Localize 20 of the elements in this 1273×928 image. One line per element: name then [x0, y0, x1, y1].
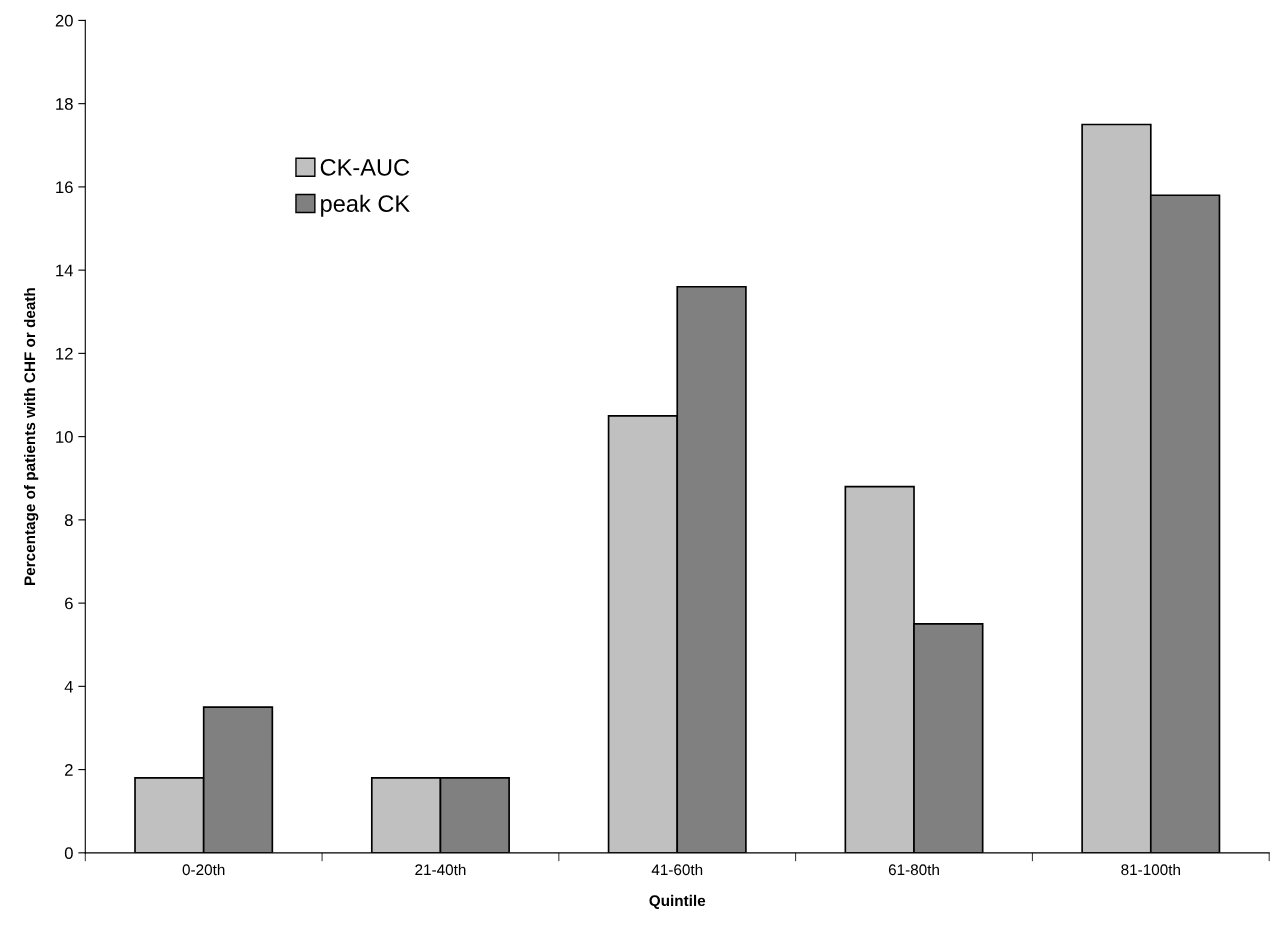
x-axis-title: Quintile — [649, 894, 706, 909]
legend-label: peak CK — [321, 194, 410, 217]
y-tick-label: 16 — [56, 181, 73, 194]
y-tick-label: 6 — [65, 597, 73, 610]
y-tick-label: 14 — [56, 264, 73, 277]
y-tick-label: 10 — [56, 431, 73, 443]
x-tick-label: 0-20th — [182, 863, 225, 876]
y-tick-label: 12 — [56, 347, 73, 360]
legend-label: CK-AUC — [320, 158, 410, 176]
x-tick-label: 21-40th — [415, 863, 466, 876]
x-tick-label: 81-100th — [1121, 863, 1180, 876]
y-tick-label: 2 — [65, 763, 73, 776]
x-tick-label: 41-60th — [651, 863, 703, 876]
y-axis-title: Percentage of patients with CHF or death — [23, 288, 39, 585]
x-tick-label: 61-80th — [888, 863, 939, 876]
y-tick-label: 18 — [56, 98, 73, 110]
y-tick-label: 20 — [55, 14, 73, 27]
y-tick-label: 4 — [64, 680, 73, 693]
y-tick-label: 8 — [64, 514, 73, 527]
y-tick-label: 0 — [64, 847, 73, 860]
